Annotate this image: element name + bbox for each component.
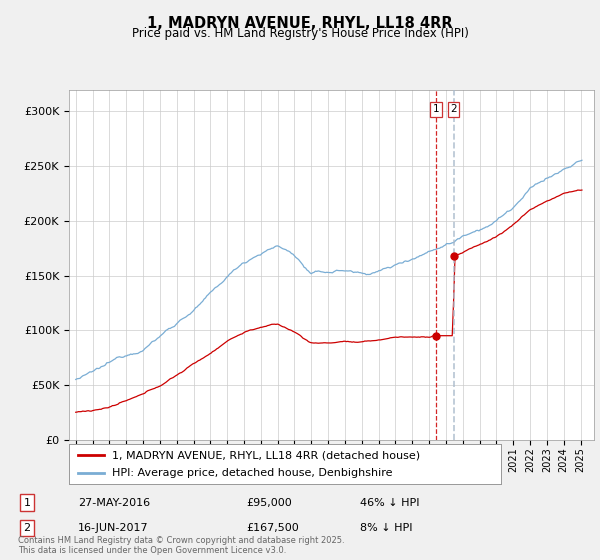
Text: HPI: Average price, detached house, Denbighshire: HPI: Average price, detached house, Denb… <box>112 468 392 478</box>
Text: 27-MAY-2016: 27-MAY-2016 <box>78 497 150 507</box>
Text: Contains HM Land Registry data © Crown copyright and database right 2025.
This d: Contains HM Land Registry data © Crown c… <box>18 536 344 556</box>
Text: 8% ↓ HPI: 8% ↓ HPI <box>360 523 413 533</box>
Text: 1: 1 <box>433 104 439 114</box>
Text: 46% ↓ HPI: 46% ↓ HPI <box>360 497 419 507</box>
Text: Price paid vs. HM Land Registry's House Price Index (HPI): Price paid vs. HM Land Registry's House … <box>131 27 469 40</box>
Text: 1, MADRYN AVENUE, RHYL, LL18 4RR: 1, MADRYN AVENUE, RHYL, LL18 4RR <box>147 16 453 31</box>
Text: 16-JUN-2017: 16-JUN-2017 <box>78 523 149 533</box>
Text: 2: 2 <box>451 104 457 114</box>
Text: £167,500: £167,500 <box>246 523 299 533</box>
Text: 1: 1 <box>23 497 31 507</box>
Text: £95,000: £95,000 <box>246 497 292 507</box>
Text: 1, MADRYN AVENUE, RHYL, LL18 4RR (detached house): 1, MADRYN AVENUE, RHYL, LL18 4RR (detach… <box>112 450 421 460</box>
Text: 2: 2 <box>23 523 31 533</box>
